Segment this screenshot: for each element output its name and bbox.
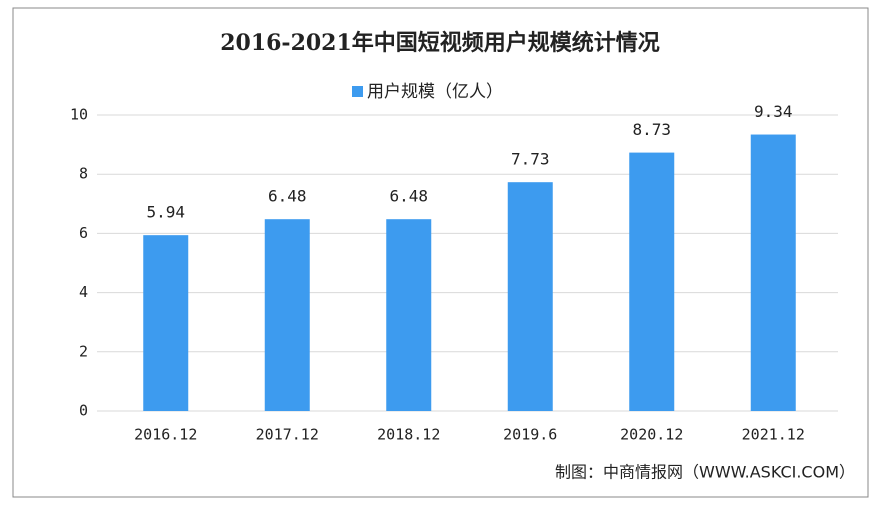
- bar: [386, 219, 432, 411]
- x-tick-label: 2016.12: [134, 426, 197, 444]
- value-label: 8.73: [632, 120, 671, 139]
- value-label: 6.48: [268, 187, 307, 206]
- y-tick-label: 4: [79, 283, 88, 301]
- legend-swatch: [352, 86, 363, 97]
- value-label: 9.34: [754, 102, 793, 121]
- y-tick-label: 2: [79, 342, 88, 360]
- value-label: 5.94: [146, 203, 185, 222]
- y-tick-label: 6: [79, 224, 88, 242]
- y-tick-label: 0: [79, 402, 88, 420]
- x-tick-label: 2017.12: [256, 426, 319, 444]
- x-tick-label: 2020.12: [620, 426, 683, 444]
- x-tick-label: 2021.12: [742, 426, 805, 444]
- bar: [750, 134, 796, 411]
- bar: [507, 182, 553, 411]
- value-label: 7.73: [511, 150, 550, 169]
- x-tick-label: 2018.12: [377, 426, 440, 444]
- x-tick-label: 2019.6: [503, 426, 557, 444]
- bar: [143, 235, 189, 411]
- value-label: 6.48: [389, 187, 428, 206]
- legend-label: 用户规模（亿人）: [367, 82, 503, 102]
- y-tick-label: 10: [70, 106, 88, 124]
- source-note: 制图：中商情报网（WWW.ASKCI.COM）: [555, 463, 855, 482]
- y-tick-label: 8: [79, 165, 88, 183]
- chart-title: 2016-2021年中国短视频用户规模统计情况: [220, 30, 660, 56]
- bar: [629, 152, 675, 412]
- bar: [264, 219, 310, 411]
